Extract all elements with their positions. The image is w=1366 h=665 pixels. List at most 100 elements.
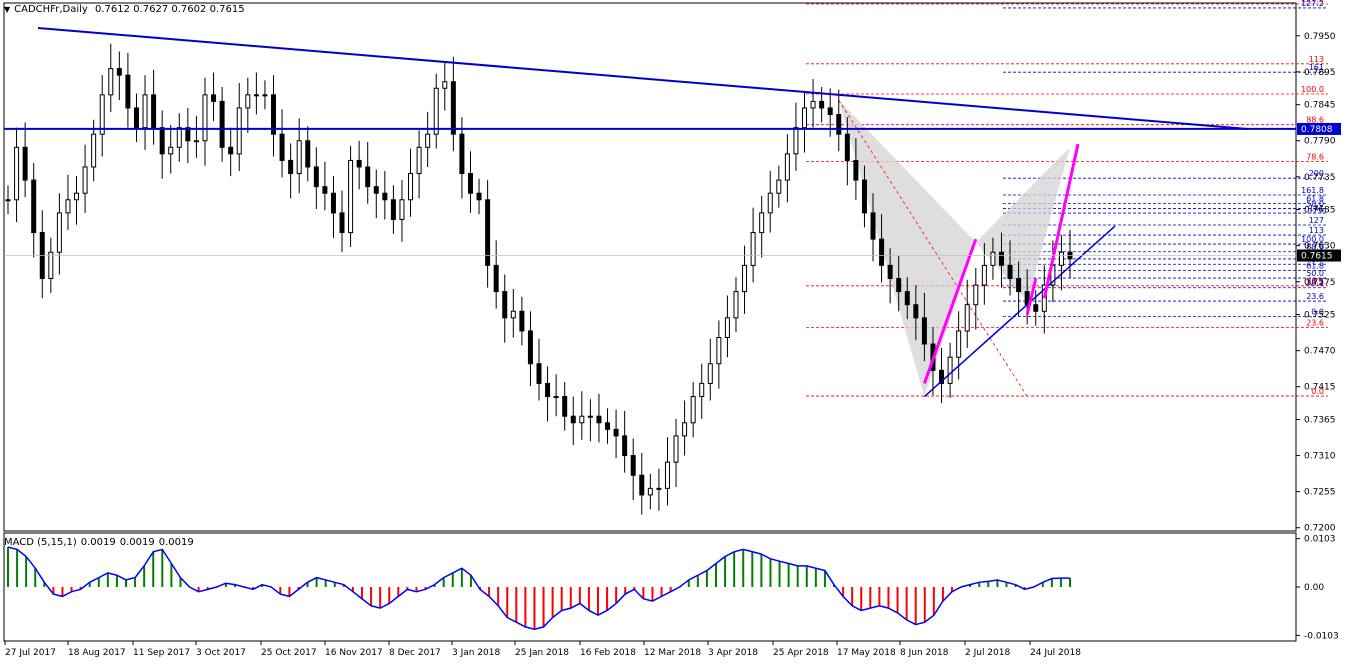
- fib-diagonal: [838, 99, 1028, 397]
- pattern-leg-1: [922, 238, 978, 384]
- main-panel-border: [3, 2, 1297, 532]
- candle-body: [579, 415, 585, 424]
- candle-body: [587, 415, 593, 418]
- candle-body: [947, 356, 953, 384]
- time-tick-label: 16 Feb 2018: [580, 648, 636, 658]
- candle-body: [356, 159, 362, 168]
- candle-body: [562, 396, 568, 417]
- fib-level-label: 23.6: [1306, 292, 1324, 301]
- macd-panel: 0.0103 0.00 -0.0103: [7, 535, 1339, 641]
- fibonacci-levels: 127.2127.2113161100.088.678.6200161.861.…: [806, 0, 1328, 397]
- chart-header: ▼ CADCHFr,Daily 0.7612 0.7627 0.7602 0.76…: [4, 4, 245, 15]
- candle-body: [553, 396, 559, 399]
- price-axis: 0.7950 0.7895 0.7845 0.7790 0.7735 0.7685 0.76…: [1296, 32, 1341, 534]
- candlestick-series: [5, 43, 1073, 515]
- candle-body: [613, 428, 619, 437]
- candle-body: [296, 140, 302, 175]
- ascending-trendline: [923, 225, 1116, 398]
- macd-header: MACD (5,15,1) 0.0019 0.0019 0.0019: [4, 537, 194, 548]
- candle-body: [116, 68, 122, 76]
- horizontal-line-price-tag: [1297, 122, 1341, 135]
- candle-body: [545, 382, 551, 398]
- candle-body: [330, 192, 336, 214]
- candle-body: [776, 179, 782, 194]
- time-tick-label: 12 Mar 2018: [644, 648, 701, 658]
- time-tick-label: 25 Oct 2017: [261, 648, 317, 658]
- price-tick-label: 0.7685: [1304, 206, 1336, 216]
- candle-body: [425, 133, 431, 148]
- candle-body: [228, 146, 234, 155]
- ohlc-low: 0.7602: [171, 4, 207, 15]
- fib-level-label: 23.6: [1306, 318, 1324, 327]
- price-tick-label: 0.7845: [1304, 101, 1336, 111]
- candle-body: [433, 87, 439, 135]
- candle-body: [819, 100, 825, 109]
- pattern-leg-2: [1025, 278, 1038, 315]
- candle-body: [793, 127, 799, 155]
- price-tick-label: 0.7735: [1304, 173, 1336, 183]
- candle-body: [844, 133, 850, 161]
- candle-body: [647, 487, 653, 496]
- price-tick-label: 0.7415: [1304, 383, 1336, 393]
- candle-body: [939, 369, 945, 384]
- candle-body: [416, 146, 422, 175]
- candle-body: [476, 192, 482, 201]
- candle-body: [348, 159, 354, 234]
- time-tick-label: 2 Jul 2018: [965, 648, 1010, 658]
- candle-body: [211, 94, 217, 102]
- candle-body: [622, 435, 628, 457]
- price-tick-label: 0.7790: [1304, 137, 1336, 147]
- pattern-leg-3: [1042, 143, 1080, 299]
- time-tick-label: 25 Jan 2018: [515, 648, 569, 658]
- candle-body: [724, 317, 730, 339]
- candle-body: [921, 317, 927, 345]
- candle-body: [664, 461, 670, 489]
- fib-level-label: 78.6: [1306, 152, 1324, 161]
- candle-body: [133, 107, 139, 129]
- candle-body: [802, 107, 807, 129]
- candle-body: [750, 232, 756, 266]
- horizontal-line-price-label: 0.7808: [1301, 125, 1333, 135]
- candle-body: [253, 94, 259, 97]
- candle-body: [596, 415, 602, 424]
- macd-value-3: 0.0019: [158, 537, 194, 548]
- candle-body: [271, 94, 276, 135]
- candle-body: [630, 455, 636, 476]
- candle-body: [5, 199, 11, 202]
- price-tick-label: 0.7365: [1304, 415, 1336, 425]
- candle-body: [784, 153, 790, 181]
- candle-body: [202, 94, 208, 142]
- candle-body: [442, 81, 448, 89]
- time-tick-label: 8 Dec 2017: [389, 648, 441, 658]
- candle-body: [964, 304, 970, 332]
- candle-body: [373, 186, 379, 194]
- candle-body: [322, 186, 328, 194]
- candle-body: [810, 100, 816, 109]
- fib-level-label: 88.6: [1306, 116, 1324, 125]
- macd-label: MACD (5,15,1): [4, 537, 77, 548]
- candle-body: [125, 74, 131, 109]
- candle-body: [48, 251, 54, 279]
- candle-body: [870, 212, 876, 240]
- candle-body: [973, 284, 979, 306]
- time-tick-label: 27 Jul 2017: [5, 648, 56, 658]
- menu-triangle-icon[interactable]: ▼: [4, 5, 11, 14]
- candle-body: [142, 94, 148, 129]
- price-tick-label: 0.7200: [1304, 524, 1336, 534]
- candle-body: [22, 146, 28, 181]
- price-tick-label: 0.7255: [1304, 488, 1336, 498]
- trendlines: [4, 27, 1296, 398]
- symbol-label: CADCHFr,Daily: [14, 4, 88, 15]
- candle-body: [82, 166, 88, 194]
- candle-body: [288, 159, 294, 175]
- candle-body: [99, 94, 105, 135]
- candle-body: [108, 68, 114, 96]
- candle-body: [904, 291, 910, 306]
- candle-body: [510, 310, 516, 319]
- candle-body: [690, 396, 696, 424]
- candle-body: [502, 291, 508, 319]
- candle-body: [313, 166, 319, 188]
- macd-value-2: 0.0019: [119, 537, 155, 548]
- candle-body: [836, 114, 842, 135]
